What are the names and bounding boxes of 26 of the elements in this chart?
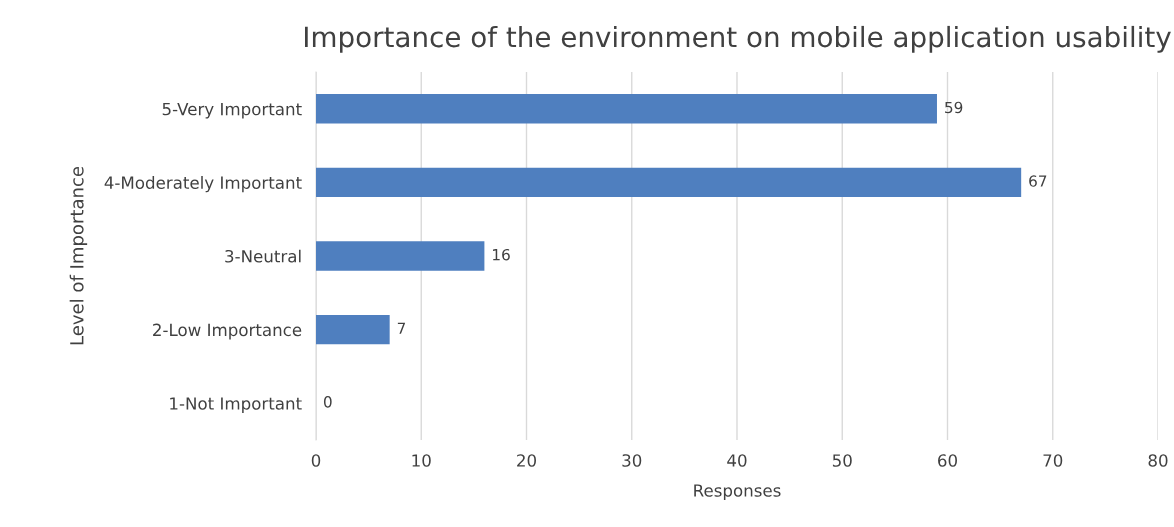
y-axis-title: Level of Importance	[69, 166, 88, 345]
chart-title: Importance of the environment on mobile application usability	[304, 25, 1171, 53]
bar	[316, 314, 390, 345]
x-tick-label: 60	[938, 454, 957, 467]
x-tick-label: 0	[311, 454, 321, 467]
bar	[316, 241, 485, 271]
x-tick-label: 10	[412, 454, 431, 467]
x-tick-label: 20	[517, 454, 536, 467]
x-tick-label: 30	[622, 454, 642, 467]
y-tick-label: 5-Very Important	[162, 102, 302, 119]
y-tick-label: 4-Moderately Important	[104, 176, 302, 193]
data-label: 67	[1029, 175, 1047, 187]
x-tick-label: 80	[1148, 454, 1168, 467]
x-tick-label: 50	[832, 454, 852, 467]
bar	[316, 94, 937, 124]
data-label: 7	[397, 322, 406, 334]
data-label: 59	[945, 101, 963, 114]
data-label: 0	[323, 396, 332, 408]
bar	[316, 167, 1022, 198]
y-tick-label: 1-Not Important	[170, 397, 302, 413]
x-tick-label: 40	[727, 454, 747, 467]
data-label: 16	[493, 248, 510, 261]
y-tick-label: 2-Low Importance	[153, 323, 302, 340]
x-axis-title: Responses	[694, 484, 781, 501]
y-tick-label: 3-Neutral	[225, 249, 301, 263]
x-tick-label: 70	[1043, 454, 1063, 467]
